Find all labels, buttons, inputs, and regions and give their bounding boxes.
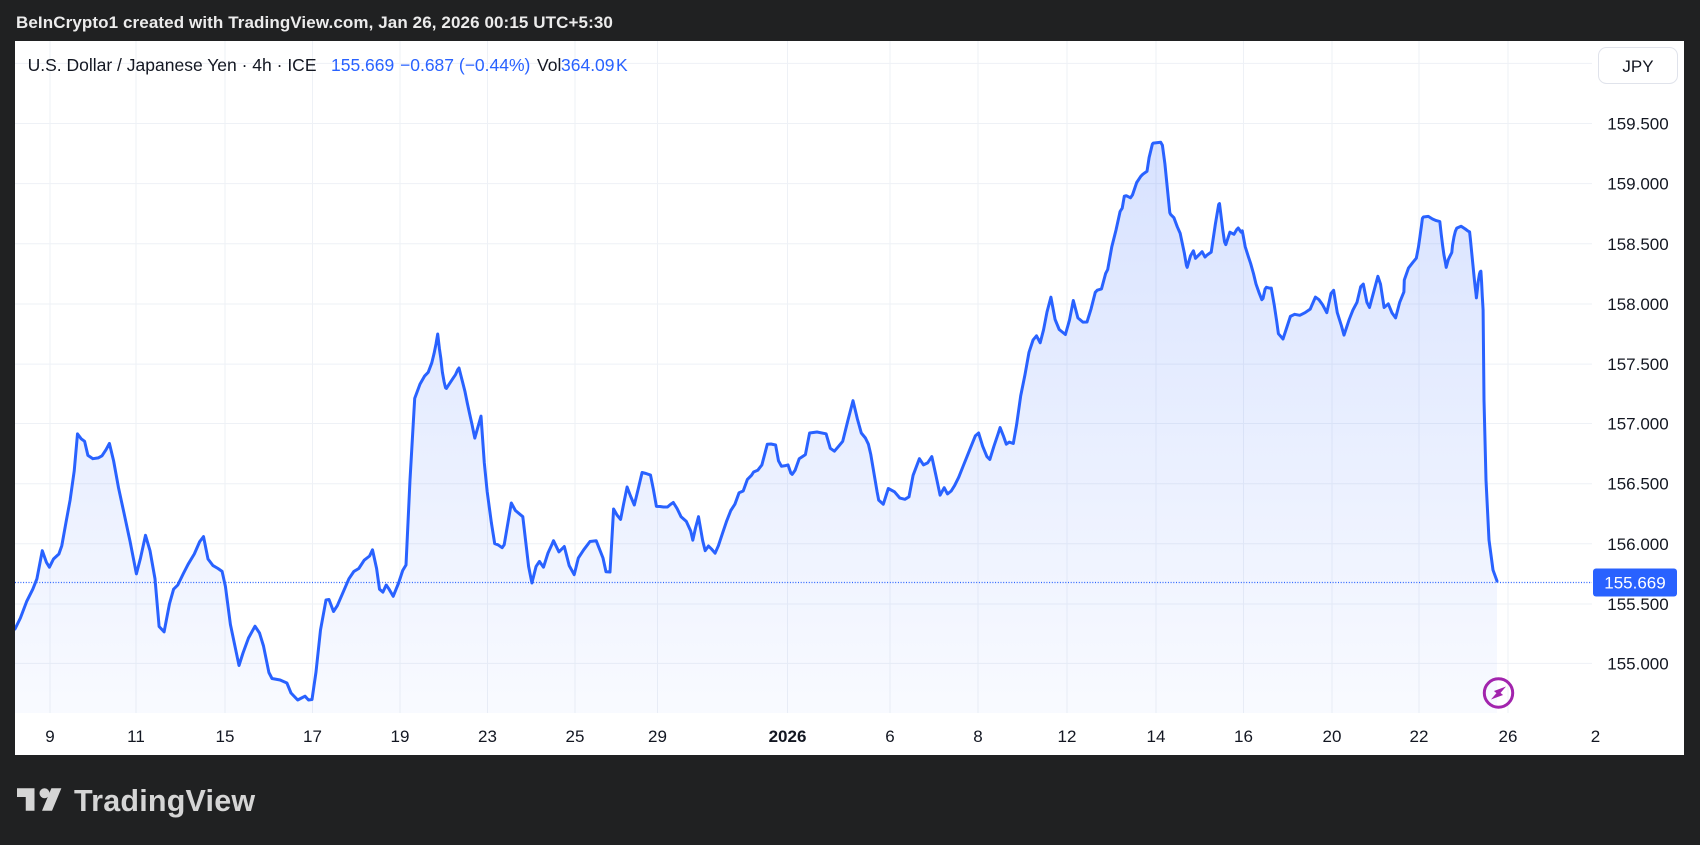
svg-text:17: 17 xyxy=(303,727,322,746)
svg-text:157.500: 157.500 xyxy=(1607,355,1668,374)
svg-text:158.500: 158.500 xyxy=(1607,235,1668,254)
svg-text:25: 25 xyxy=(566,727,585,746)
svg-text:155.000: 155.000 xyxy=(1607,654,1668,673)
svg-text:15: 15 xyxy=(216,727,235,746)
svg-text:23: 23 xyxy=(478,727,497,746)
svg-text:11: 11 xyxy=(127,727,145,746)
svg-text:159.000: 159.000 xyxy=(1607,175,1668,194)
svg-text:158.000: 158.000 xyxy=(1607,295,1668,314)
svg-text:19: 19 xyxy=(391,727,410,746)
svg-text:JPY: JPY xyxy=(1622,57,1653,76)
svg-text:159.500: 159.500 xyxy=(1607,115,1668,134)
svg-text:9: 9 xyxy=(45,727,54,746)
svg-text:14: 14 xyxy=(1147,727,1166,746)
svg-text:2: 2 xyxy=(1591,727,1600,746)
svg-text:16: 16 xyxy=(1234,727,1253,746)
svg-text:20: 20 xyxy=(1323,727,1342,746)
svg-text:156.000: 156.000 xyxy=(1607,535,1668,554)
svg-text:2026: 2026 xyxy=(769,727,807,746)
svg-text:155.500: 155.500 xyxy=(1607,595,1668,614)
svg-text:29: 29 xyxy=(648,727,667,746)
svg-text:12: 12 xyxy=(1058,727,1077,746)
svg-text:26: 26 xyxy=(1499,727,1518,746)
svg-text:157.000: 157.000 xyxy=(1607,415,1668,434)
svg-text:8: 8 xyxy=(973,727,982,746)
svg-text:6: 6 xyxy=(885,727,894,746)
svg-text:156.500: 156.500 xyxy=(1607,475,1668,494)
svg-text:22: 22 xyxy=(1410,727,1429,746)
svg-text:155.669: 155.669 xyxy=(1604,574,1665,593)
